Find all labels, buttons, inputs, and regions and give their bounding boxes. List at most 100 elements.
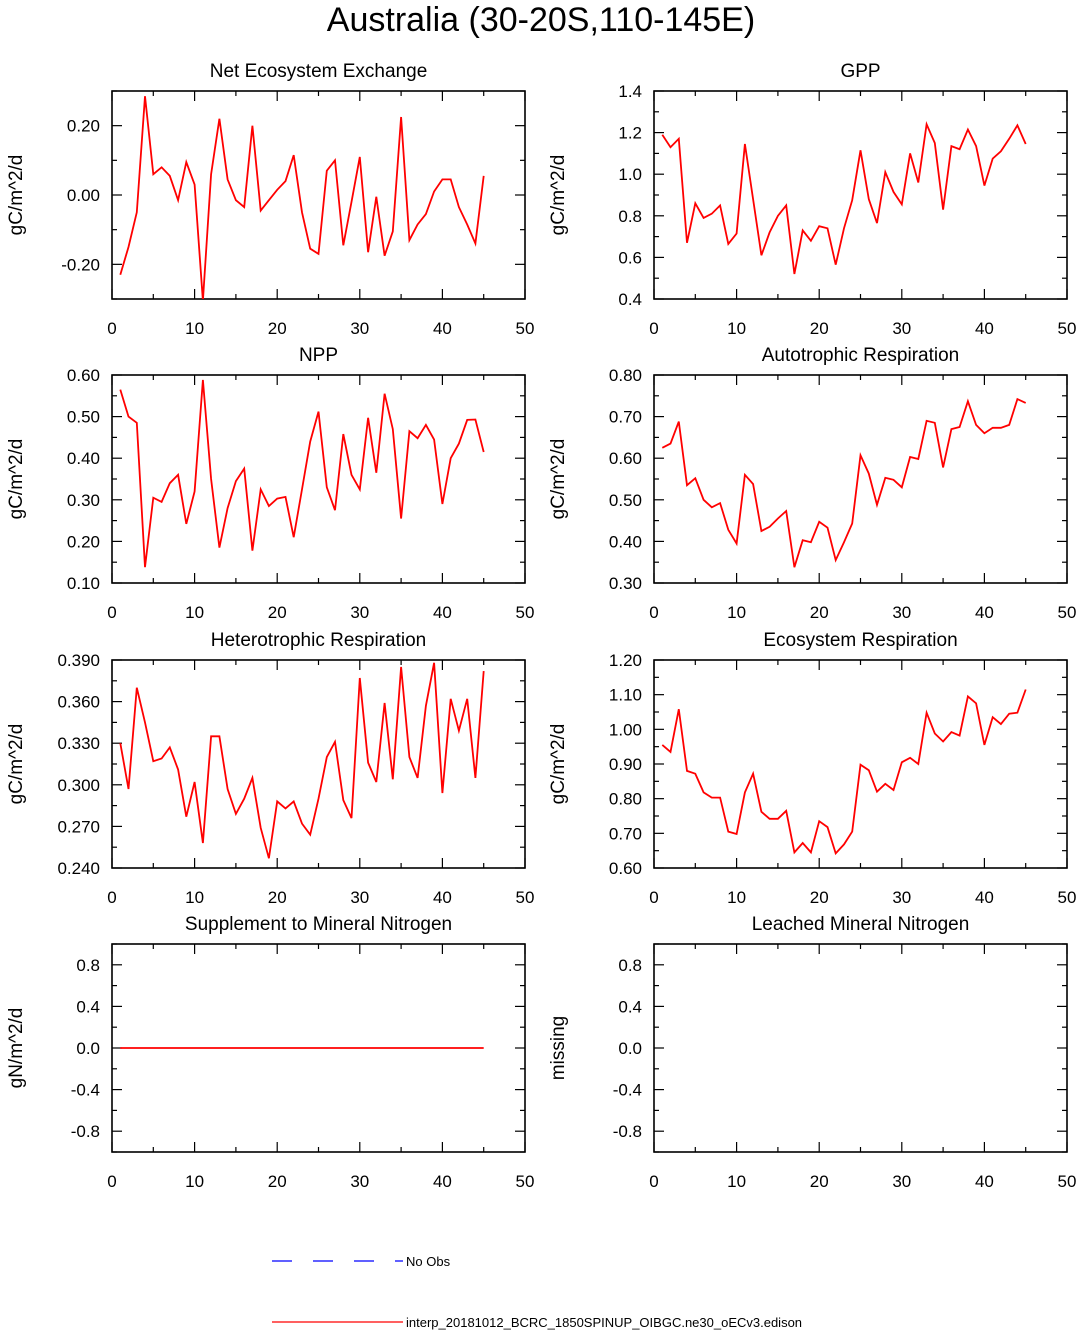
y-tick-label: 0.40	[609, 532, 642, 551]
plot-frame	[653, 943, 1068, 1153]
y-tick-label: 1.4	[618, 82, 642, 101]
y-tick-label: 0.20	[67, 532, 100, 551]
y-tick-label: 0.8	[618, 207, 642, 226]
page-title: Australia (30-20S,110-145E)	[326, 1, 756, 39]
panel-title: NPP	[299, 345, 338, 366]
y-tick-label: 0.60	[609, 449, 642, 468]
y-tick-label: -0.8	[613, 1122, 642, 1141]
panel-title: Autotrophic Respiration	[762, 345, 960, 366]
y-tick-label: 1.20	[609, 651, 642, 670]
y-tick-label: 0.270	[57, 817, 100, 836]
x-tick-label: 0	[107, 1172, 116, 1191]
x-tick-label: 20	[810, 888, 829, 907]
x-tick-label: 50	[516, 319, 535, 338]
y-axis-label: gC/m^2/d	[6, 724, 27, 805]
panel-title: GPP	[840, 61, 880, 82]
legend-obs-line	[272, 1260, 403, 1262]
panel-title: Heterotrophic Respiration	[211, 630, 426, 651]
x-tick-label: 30	[892, 1172, 911, 1191]
y-tick-label: 1.2	[618, 124, 642, 143]
y-tick-label: 0.4	[76, 997, 100, 1016]
x-tick-label: 30	[350, 1172, 369, 1191]
y-tick-label: 0.40	[67, 449, 100, 468]
x-tick-label: 30	[350, 888, 369, 907]
plot-frame	[653, 90, 1068, 300]
y-tick-label: 0.330	[57, 734, 100, 753]
panel-1: Net Ecosystem Exchange gC/m^2/d 0 10 20 30 40 5…	[6, 61, 534, 338]
x-tick-label: 0	[649, 319, 658, 338]
x-tick-label: 10	[185, 1172, 204, 1191]
panel-title: Supplement to Mineral Nitrogen	[185, 914, 452, 935]
y-tick-label: 0.390	[57, 651, 100, 670]
x-tick-label: 10	[185, 603, 204, 622]
y-tick-label: 0.70	[609, 824, 642, 843]
y-tick-label: 0.60	[609, 859, 642, 878]
y-tick-label: 0.30	[609, 574, 642, 593]
y-axis-label: gC/m^2/d	[548, 724, 569, 805]
y-tick-label: 0.360	[57, 693, 100, 712]
y-axis-label: gC/m^2/d	[548, 155, 569, 236]
x-tick-label: 50	[516, 888, 535, 907]
y-tick-label: 0.0	[618, 1039, 642, 1058]
y-tick-label: 0.0	[76, 1039, 100, 1058]
x-tick-label: 10	[727, 319, 746, 338]
x-tick-label: 40	[433, 888, 452, 907]
x-tick-label: 0	[107, 603, 116, 622]
y-tick-label: -0.4	[71, 1081, 100, 1100]
legend-model-label: interp_20181012_BCRC_1850SPINUP_OIBGC.ne…	[406, 1315, 803, 1330]
plot-frame	[653, 374, 1068, 584]
y-axis-label: gC/m^2/d	[548, 439, 569, 520]
y-tick-label: 1.10	[609, 686, 642, 705]
x-tick-label: 30	[350, 603, 369, 622]
x-tick-label: 0	[107, 319, 116, 338]
x-tick-label: 20	[268, 603, 287, 622]
panel-3: NPP gC/m^2/d 0 10 20 30 40 50 0.10 0.20 0.30 0.40 0.…	[6, 345, 534, 622]
y-tick-label: 0.80	[609, 366, 642, 385]
x-tick-label: 40	[433, 1172, 452, 1191]
x-tick-label: 20	[810, 319, 829, 338]
x-tick-label: 20	[810, 1172, 829, 1191]
x-tick-label: 30	[892, 603, 911, 622]
y-tick-label: 0.20	[67, 117, 100, 136]
x-tick-label: 10	[185, 888, 204, 907]
x-tick-label: 40	[975, 603, 994, 622]
x-tick-label: 30	[350, 319, 369, 338]
panel-8: Leached Mineral Nitrogen missing 0 10 20 30 40…	[548, 914, 1076, 1191]
x-tick-label: 10	[727, 603, 746, 622]
x-tick-label: 30	[892, 888, 911, 907]
y-axis-label: gC/m^2/d	[6, 439, 27, 520]
y-tick-label: 0.50	[67, 408, 100, 427]
x-tick-label: 10	[185, 319, 204, 338]
series-line	[119, 662, 485, 859]
panel-2: GPP gC/m^2/d 0 10 20 30 40 50 0.4 0.6 0.8 1.0 1.2 1.4	[548, 61, 1076, 338]
plot-frame	[111, 659, 526, 869]
y-tick-label: 0.90	[609, 755, 642, 774]
x-tick-label: 50	[1058, 1172, 1077, 1191]
legend-obs-label: No Obs	[406, 1254, 451, 1269]
panel-title: Leached Mineral Nitrogen	[752, 914, 970, 935]
series-line	[119, 379, 485, 568]
y-tick-label: -0.20	[61, 255, 100, 274]
panel-5: Heterotrophic Respiration gC/m^2/d 0 10 20 30…	[6, 630, 534, 907]
x-tick-label: 0	[649, 1172, 658, 1191]
panel-7: Supplement to Mineral Nitrogen gN/m^2/d 0 1…	[6, 914, 534, 1191]
series-line	[119, 96, 485, 299]
x-tick-label: 0	[107, 888, 116, 907]
x-tick-label: 0	[649, 603, 658, 622]
plot-frame	[111, 90, 526, 300]
panel-title: Ecosystem Respiration	[763, 630, 957, 651]
y-axis-label: gC/m^2/d	[6, 155, 27, 236]
x-tick-label: 50	[516, 603, 535, 622]
y-tick-label: 0.60	[67, 366, 100, 385]
legend-model-line	[272, 1321, 403, 1323]
y-tick-label: 0.70	[609, 408, 642, 427]
y-tick-label: 0.10	[67, 574, 100, 593]
x-tick-label: 50	[1058, 603, 1077, 622]
x-tick-label: 20	[268, 319, 287, 338]
y-axis-label: missing	[548, 1016, 569, 1080]
y-tick-label: 0.80	[609, 790, 642, 809]
x-tick-label: 50	[516, 1172, 535, 1191]
x-tick-label: 40	[975, 1172, 994, 1191]
y-tick-label: 0.240	[57, 859, 100, 878]
